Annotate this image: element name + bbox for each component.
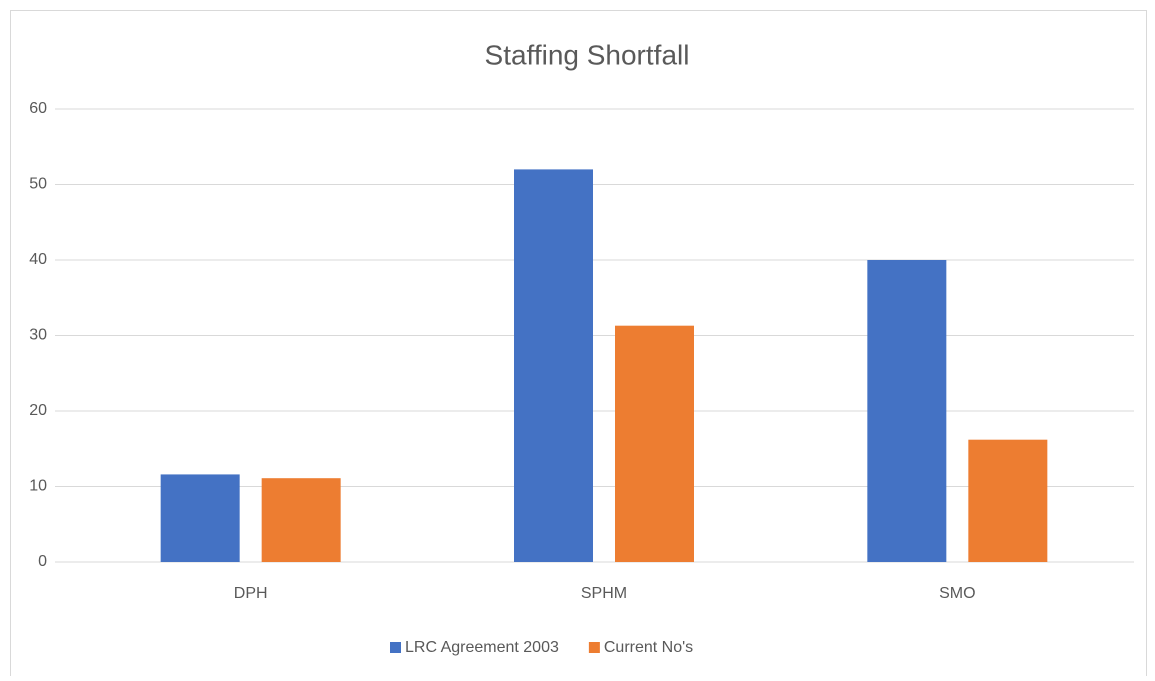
x-tick-label: DPH [234, 585, 268, 602]
y-tick-label: 60 [29, 100, 47, 117]
legend-label: LRC Agreement 2003 [405, 639, 559, 656]
legend-label: Current No's [604, 639, 693, 656]
bar [867, 260, 947, 562]
y-tick-label: 10 [29, 478, 47, 495]
chart-title: Staffing Shortfall [485, 39, 690, 70]
x-tick-label: SMO [939, 585, 975, 602]
legend-swatch [588, 642, 600, 653]
y-tick-label: 40 [29, 251, 47, 268]
y-tick-label: 50 [29, 176, 47, 193]
x-tick-label: SPHM [581, 585, 627, 602]
bar [261, 478, 341, 562]
bar [968, 439, 1048, 562]
y-tick-label: 30 [29, 327, 47, 344]
legend-swatch [390, 642, 401, 653]
bar [514, 169, 593, 562]
y-tick-label: 0 [38, 553, 47, 570]
bar [160, 474, 240, 562]
y-tick-label: 20 [29, 402, 47, 419]
bar [615, 325, 694, 562]
